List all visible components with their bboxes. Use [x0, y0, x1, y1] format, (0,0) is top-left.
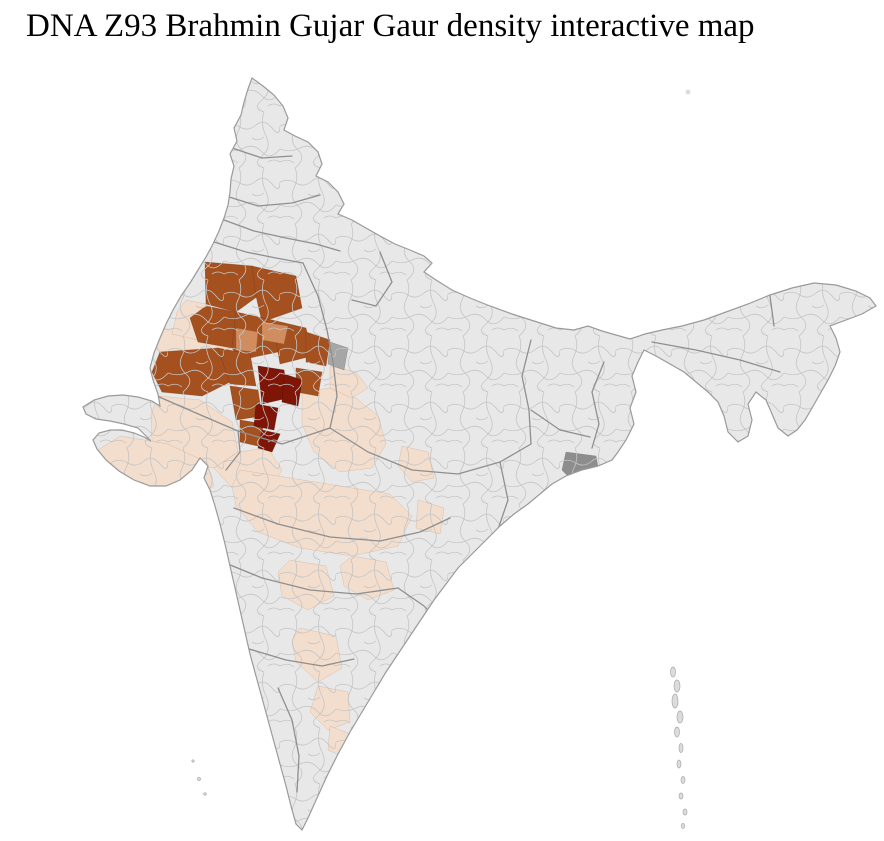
small-map-speck: [685, 89, 691, 95]
district-borders-texture: [83, 78, 876, 830]
lakshadweep-islands[interactable]: [191, 759, 207, 796]
andaman-nicobar-islands[interactable]: [670, 666, 688, 829]
state-borders: [156, 147, 781, 793]
page-title: DNA Z93 Brahmin Gujar Gaur density inter…: [26, 8, 755, 44]
